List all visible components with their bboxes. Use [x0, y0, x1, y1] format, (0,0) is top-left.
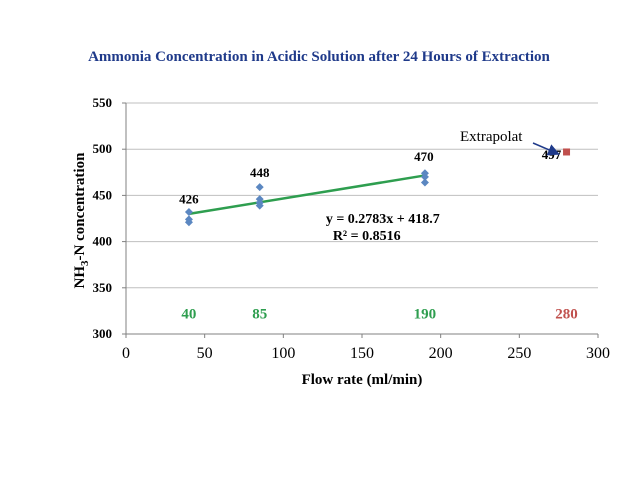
- mean-value-label: 426: [179, 192, 199, 207]
- x-tick-label: 150: [350, 345, 374, 362]
- data-point: [184, 208, 193, 217]
- x-tick-label: 300: [586, 345, 610, 362]
- trendline: [188, 174, 426, 216]
- data-point: [255, 201, 264, 210]
- extrapolation-arrow: [532, 142, 560, 156]
- regression-equation: y = 0.2783x + 418.7: [326, 212, 440, 227]
- data-point: [420, 172, 429, 181]
- chart-title: Ammonia Concentration in Acidic Solution…: [88, 49, 550, 65]
- y-tick-label: 400: [93, 234, 113, 249]
- mean-value-label: 448: [250, 165, 270, 180]
- mean-value-label: 470: [414, 149, 434, 164]
- data-point: [255, 183, 264, 192]
- y-tick-label: 450: [93, 187, 113, 202]
- extrapolation-annotation: Extrapolat: [460, 129, 523, 145]
- x-tick-label: 50: [197, 345, 213, 362]
- y-tick-label: 300: [93, 326, 113, 341]
- y-tick-label: 350: [93, 280, 113, 295]
- x-tick-label: 0: [122, 345, 130, 362]
- data-point: [420, 178, 429, 187]
- flow-rate-label: 40: [181, 306, 196, 322]
- x-tick-label: 200: [429, 345, 453, 362]
- flow-rate-label: 190: [414, 306, 437, 322]
- x-tick-label: 250: [507, 345, 531, 362]
- data-point-extrapolated: [563, 148, 571, 156]
- y-tick-label: 500: [93, 141, 113, 156]
- data-point: [184, 218, 193, 227]
- r-squared-label: R² = 0.8516: [333, 229, 401, 244]
- x-tick-label: 100: [271, 345, 295, 362]
- y-axis-label: NH3-N concentration: [72, 152, 91, 289]
- flow-rate-label: 280: [555, 306, 578, 322]
- x-axis-label: Flow rate (ml/min): [302, 372, 423, 388]
- mean-value-label: 497: [542, 147, 562, 162]
- flow-rate-label: 85: [252, 306, 267, 322]
- y-tick-label: 550: [93, 95, 113, 110]
